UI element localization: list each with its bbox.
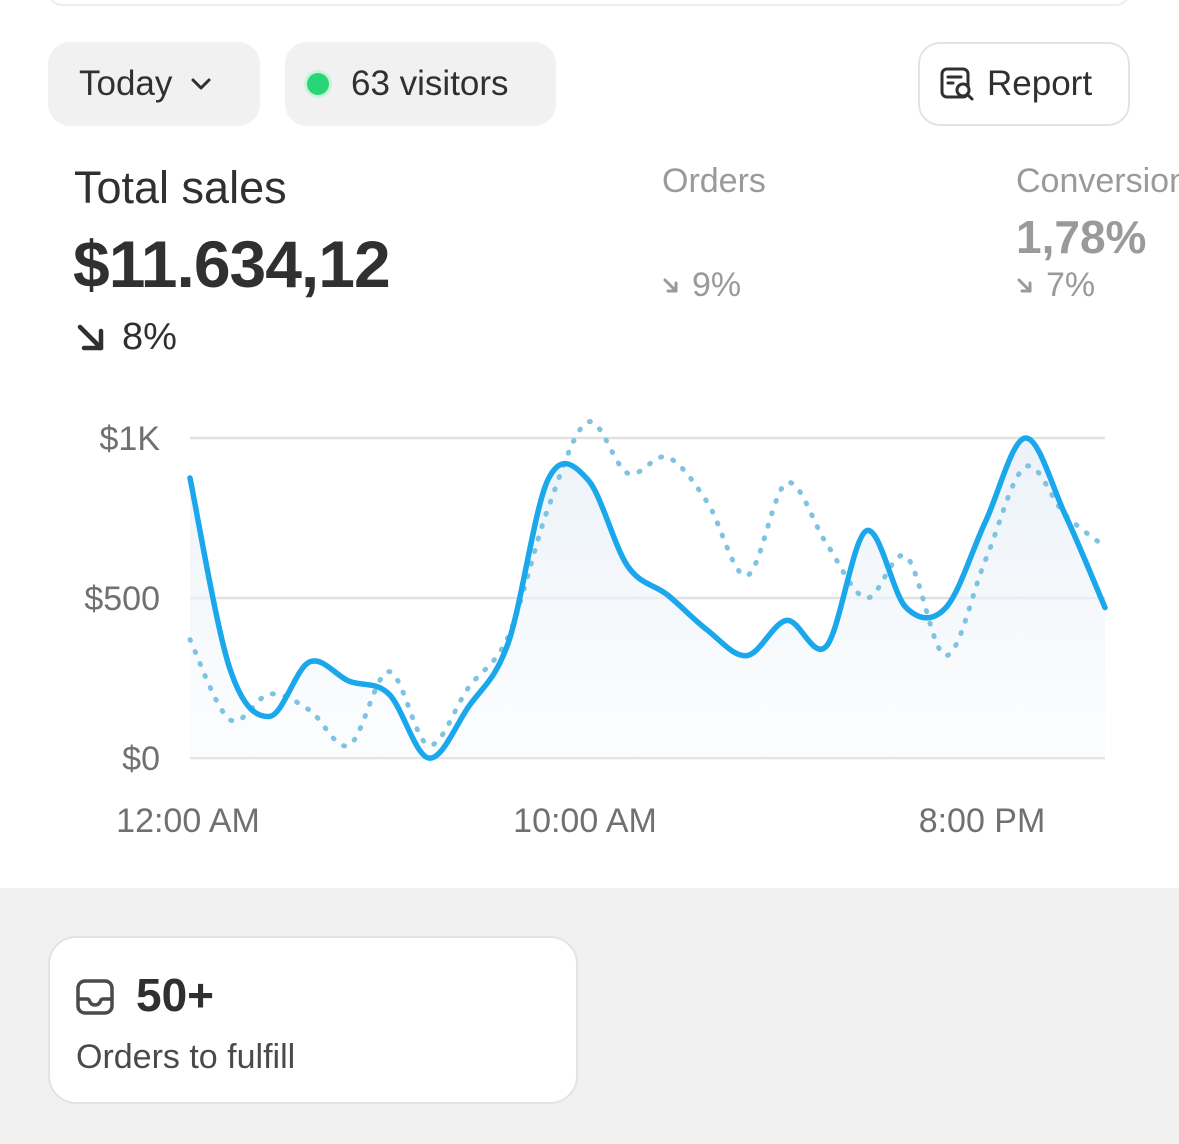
conversion-delta-value: 7%	[1046, 266, 1096, 304]
orders-label: Orders	[662, 162, 766, 200]
sales-data-point[interactable]	[426, 755, 432, 761]
orders-delta: 9%	[662, 266, 741, 305]
comparison-data-point[interactable]	[545, 505, 551, 511]
arrow-down-right-icon	[663, 278, 678, 292]
comparison-data-point[interactable]	[306, 707, 312, 713]
arrow-down-right-icon	[1017, 278, 1032, 292]
comparison-data-point[interactable]	[267, 691, 273, 697]
conversion-delta: 7%	[1016, 266, 1095, 305]
comparison-data-point[interactable]	[426, 742, 432, 748]
report-icon	[939, 66, 975, 102]
comparison-data-point[interactable]	[585, 419, 591, 425]
sales-data-point[interactable]	[346, 678, 352, 684]
sales-data-point[interactable]	[704, 627, 710, 633]
comparison-data-point[interactable]	[664, 454, 670, 460]
sales-data-point[interactable]	[267, 713, 273, 719]
visitors-label: 63 visitors	[351, 64, 509, 103]
arrow-down-right-icon	[77, 324, 104, 350]
total-sales-delta-value: 8%	[122, 316, 177, 358]
sales-series-line	[187, 435, 1108, 761]
report-label: Report	[987, 64, 1093, 103]
comparison-data-point[interactable]	[744, 573, 750, 579]
sales-data-point[interactable]	[903, 605, 909, 611]
comparison-data-point[interactable]	[1102, 544, 1108, 550]
live-visitors-button[interactable]: 63 visitors	[285, 42, 556, 126]
conversion-value: 1,78%	[1016, 211, 1147, 263]
sales-data-point[interactable]	[664, 592, 670, 598]
search-bar-edge[interactable]	[48, 0, 1130, 6]
y-tick-label-1k: $1K	[99, 420, 161, 458]
comparison-data-point[interactable]	[505, 633, 511, 639]
sales-data-point[interactable]	[1022, 435, 1028, 441]
sales-data-point[interactable]	[983, 518, 989, 524]
date-range-button[interactable]: Today	[48, 42, 260, 126]
live-status-dot	[307, 73, 329, 95]
x-tick-label-end: 8:00 PM	[918, 802, 1046, 840]
comparison-data-point[interactable]	[386, 669, 392, 675]
orders-to-fulfill-count: 50+	[136, 969, 215, 1021]
sales-area-fill	[190, 437, 1105, 759]
comparison-data-point[interactable]	[704, 499, 710, 505]
orders-to-fulfill-card[interactable]: 50+ Orders to fulfill	[48, 936, 578, 1104]
sales-data-point[interactable]	[306, 659, 312, 665]
comparison-data-point[interactable]	[903, 553, 909, 559]
comparison-data-point[interactable]	[943, 653, 949, 659]
conversion-label: Conversion	[1016, 162, 1179, 200]
sales-data-point[interactable]	[625, 563, 631, 569]
sales-data-point[interactable]	[386, 691, 392, 697]
comparison-data-point[interactable]	[346, 742, 352, 748]
comparison-data-point[interactable]	[983, 557, 989, 563]
sales-data-point[interactable]	[465, 704, 471, 710]
sales-chart-svg	[187, 419, 1108, 761]
y-tick-label-0: $0	[122, 740, 160, 778]
comparison-data-point[interactable]	[1022, 464, 1028, 470]
x-tick-label-mid: 10:00 AM	[513, 802, 657, 840]
sales-chart[interactable]: $1K $500 $0 12:00 AM 10:00 AM 8:00 PM	[0, 380, 1179, 870]
sales-data-point[interactable]	[863, 528, 869, 534]
total-sales-delta: 8%	[74, 316, 177, 359]
comparison-data-point[interactable]	[784, 480, 790, 486]
sales-data-point[interactable]	[784, 617, 790, 623]
comparison-data-point[interactable]	[824, 541, 830, 547]
comparison-data-point[interactable]	[863, 595, 869, 601]
sales-data-point[interactable]	[505, 640, 511, 646]
comparison-data-point[interactable]	[1062, 512, 1068, 518]
sales-data-point[interactable]	[585, 477, 591, 483]
report-button[interactable]: Report	[918, 42, 1130, 126]
sales-data-point[interactable]	[824, 643, 830, 649]
conversion-metric: Conversion 1,78% 7%	[1016, 160, 1179, 310]
comparison-series-line	[187, 419, 1108, 749]
sales-data-point[interactable]	[943, 605, 949, 611]
y-tick-label-500: $500	[84, 580, 160, 618]
date-range-label: Today	[79, 64, 173, 103]
comparison-data-point[interactable]	[465, 685, 471, 691]
orders-to-fulfill-label: Orders to fulfill	[76, 1038, 296, 1076]
total-sales-label: Total sales	[74, 162, 287, 213]
x-tick-label-start: 12:00 AM	[116, 802, 260, 840]
total-sales-value: $11.634,12	[73, 227, 391, 301]
sales-data-point[interactable]	[187, 475, 193, 481]
sales-data-point[interactable]	[1102, 605, 1108, 611]
sales-data-point[interactable]	[227, 665, 233, 671]
comparison-data-point[interactable]	[187, 637, 193, 643]
comparison-data-point[interactable]	[625, 470, 631, 476]
sales-data-point[interactable]	[545, 477, 551, 483]
comparison-data-point[interactable]	[227, 717, 233, 723]
sales-data-point[interactable]	[744, 653, 750, 659]
orders-delta-value: 9%	[692, 266, 742, 304]
inbox-icon	[74, 976, 116, 1018]
chevron-down-icon	[188, 71, 214, 97]
